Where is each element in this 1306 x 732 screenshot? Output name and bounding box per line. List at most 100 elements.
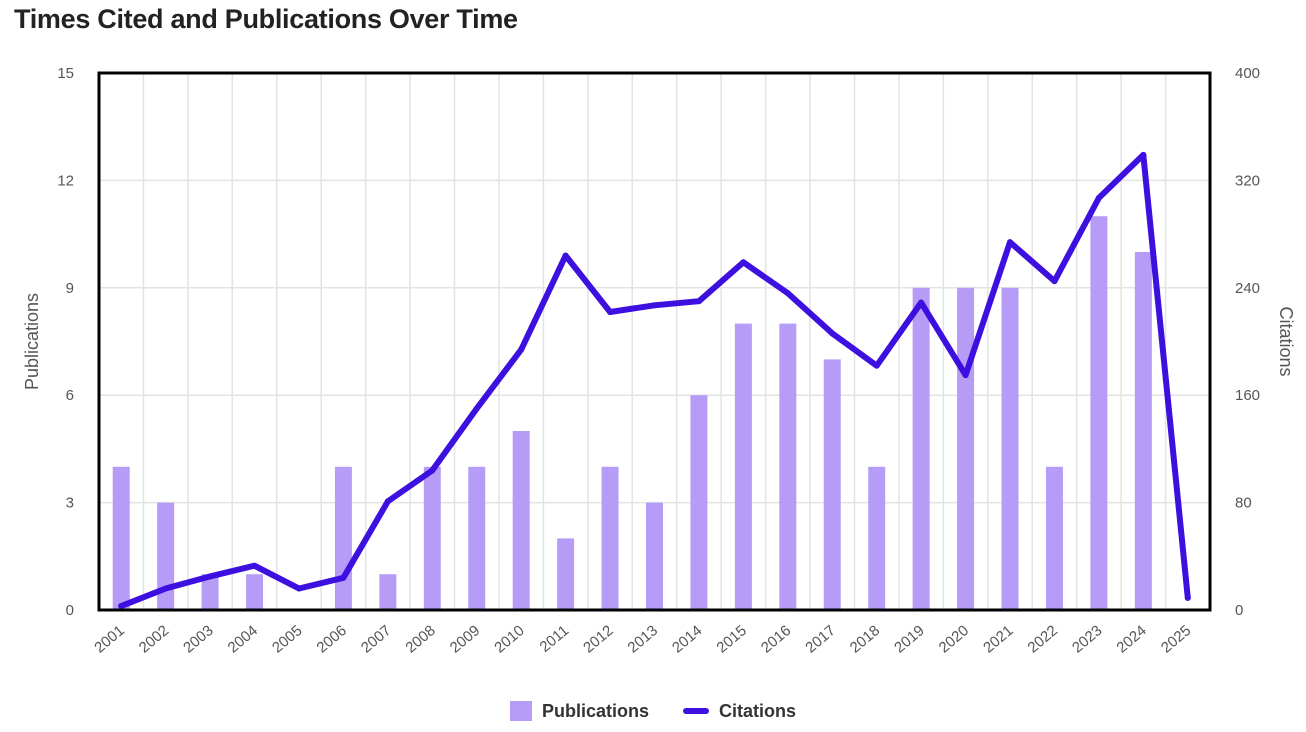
legend: Publications Citations — [0, 697, 1306, 725]
x-tick-label: 2017 — [802, 622, 838, 656]
right-tick-label: 80 — [1235, 495, 1252, 512]
legend-item-citations[interactable]: Citations — [683, 701, 796, 722]
publications-bar — [690, 395, 708, 610]
x-tick-label: 2018 — [847, 622, 883, 656]
left-axis-ticks: 0 3 6 9 12 15 — [57, 65, 74, 619]
x-tick-label: 2010 — [491, 622, 527, 656]
publications-bar — [1001, 287, 1019, 610]
x-tick-label: 2025 — [1158, 622, 1194, 656]
publications-bar — [823, 359, 841, 610]
publications-bar — [1134, 252, 1152, 610]
citations-point — [384, 498, 391, 505]
publications-bar — [112, 466, 130, 610]
publications-bar — [912, 287, 930, 610]
publications-bar — [423, 466, 441, 610]
left-tick-label: 6 — [66, 387, 74, 404]
citations-point — [962, 372, 969, 379]
x-tick-label: 2023 — [1069, 622, 1105, 656]
x-tick-label: 2020 — [936, 622, 972, 656]
x-tick-label: 2008 — [402, 622, 438, 656]
x-tick-label: 2002 — [136, 622, 172, 656]
publications-bar — [779, 323, 797, 610]
citations-point — [918, 299, 925, 306]
right-tick-label: 0 — [1235, 602, 1243, 619]
publications-bar — [379, 574, 397, 610]
chart-title: Times Cited and Publications Over Time — [14, 4, 518, 34]
left-tick-label: 12 — [57, 172, 74, 189]
x-tick-label: 2009 — [447, 622, 483, 656]
x-tick-label: 2016 — [758, 622, 794, 656]
publications-bar — [1045, 466, 1063, 610]
right-tick-label: 240 — [1235, 280, 1260, 297]
x-tick-label: 2022 — [1025, 622, 1061, 656]
citations-point — [695, 298, 702, 305]
citations-point — [295, 585, 302, 592]
publications-bar — [646, 502, 663, 610]
x-tick-label: 2007 — [358, 622, 394, 656]
publications-swatch — [509, 701, 532, 721]
citations-point — [1184, 594, 1191, 601]
x-tick-label: 2003 — [180, 622, 216, 656]
citations-point — [162, 585, 169, 592]
citations-point — [784, 290, 791, 297]
legend-label-citations: Citations — [719, 700, 797, 721]
publications-bar — [601, 466, 619, 610]
right-tick-label: 160 — [1235, 387, 1260, 404]
legend-item-publications[interactable]: Publications — [509, 700, 649, 722]
citations-point — [651, 302, 658, 309]
citations-point — [1051, 278, 1058, 285]
citations-point — [207, 573, 214, 580]
x-tick-label: 2012 — [580, 622, 616, 656]
publications-bar — [868, 466, 886, 610]
left-tick-label: 0 — [66, 602, 74, 619]
x-tick-label: 2024 — [1113, 622, 1149, 656]
publications-bars — [112, 216, 1152, 610]
publications-bar — [734, 323, 752, 610]
publications-bar — [557, 538, 575, 610]
left-tick-label: 9 — [66, 280, 74, 297]
citations-point — [873, 362, 880, 369]
citations-point — [829, 330, 836, 337]
publications-bar — [334, 466, 352, 610]
x-tick-label: 2013 — [625, 622, 661, 656]
citations-point — [1007, 239, 1014, 246]
publications-bar — [512, 431, 530, 610]
right-axis-ticks: 0 80 160 240 320 400 — [1235, 65, 1260, 619]
publications-bar — [468, 466, 486, 610]
citations-point — [340, 574, 347, 581]
citations-point — [740, 259, 747, 266]
citations-point — [1095, 194, 1102, 201]
right-axis-title: Citations — [1276, 306, 1296, 376]
x-tick-label: 2006 — [313, 622, 349, 656]
publications-bar — [157, 502, 175, 610]
left-tick-label: 3 — [66, 495, 74, 512]
citations-point — [607, 308, 614, 315]
left-tick-label: 15 — [57, 65, 74, 82]
publications-bar — [1090, 216, 1108, 610]
x-tick-label: 2021 — [980, 622, 1016, 656]
citations-point — [562, 252, 569, 259]
grid-lines — [99, 72, 1210, 611]
left-axis-title: Publications — [22, 293, 42, 390]
x-tick-label: 2015 — [713, 622, 749, 656]
citations-point — [473, 405, 480, 412]
legend-label-publications: Publications — [541, 700, 649, 721]
publications-bar — [957, 287, 975, 610]
citations-swatch — [683, 708, 709, 714]
right-tick-label: 400 — [1235, 65, 1260, 82]
citations-point — [518, 346, 525, 353]
x-tick-label: 2005 — [269, 622, 305, 656]
citations-point — [118, 602, 125, 609]
x-tick-label: 2019 — [891, 622, 927, 656]
publications-bar — [201, 574, 219, 610]
x-tick-label: 2001 — [91, 622, 127, 656]
plot-frame — [97, 71, 1212, 612]
citations-point — [251, 562, 258, 569]
x-tick-label: 2014 — [669, 622, 705, 656]
publications-bar — [246, 574, 264, 610]
right-tick-label: 320 — [1235, 172, 1260, 189]
citations-point — [1140, 151, 1147, 158]
x-tick-label: 2004 — [225, 622, 261, 656]
x-axis-ticks: 2001 2002 2003 2004 2005 2006 2007 2008 2009 2010… — [91, 622, 1194, 656]
